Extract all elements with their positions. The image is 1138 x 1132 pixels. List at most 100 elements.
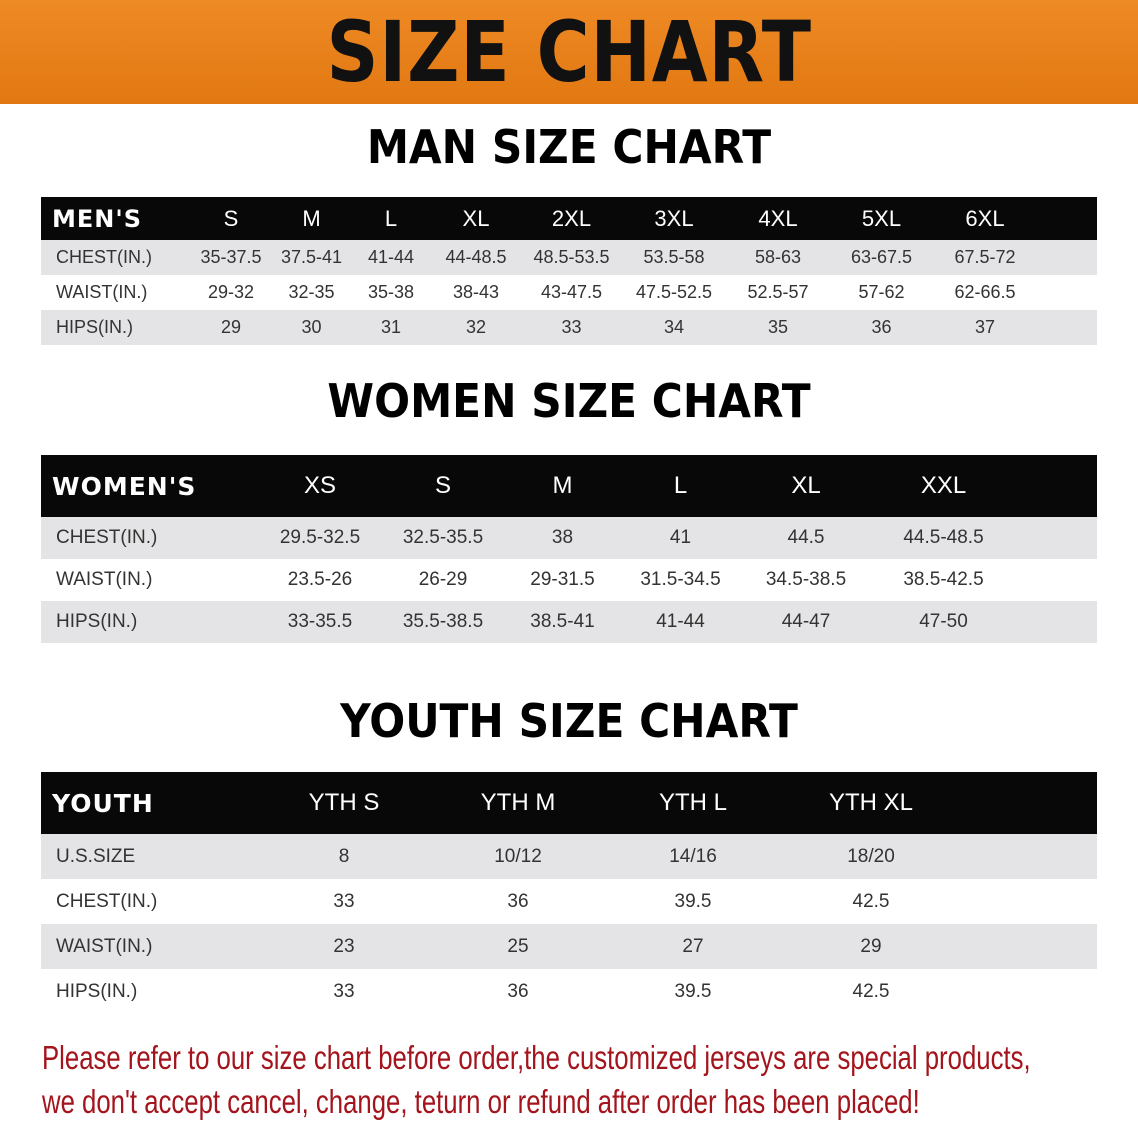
measurement-value: 39.5: [674, 980, 712, 1002]
measurement-label: CHEST(IN.): [56, 247, 152, 267]
measurement-value: 26-29: [418, 569, 468, 590]
size-header: 5XL: [861, 205, 902, 231]
size-header: S: [223, 205, 239, 231]
size-header: M: [552, 472, 573, 499]
measurement-value: 8: [338, 845, 350, 867]
measurement-value: 25: [507, 935, 529, 957]
measurement-value: 41-44: [656, 611, 705, 632]
measurement-value: 35-37.5: [200, 247, 262, 267]
measurement-value: 41: [669, 527, 692, 548]
table-row: HIPS(IN.) 33 36 39.5 42.5: [41, 969, 1097, 1014]
measurement-value: 32.5-35.5: [402, 527, 484, 548]
measurement-value: 48.5-53.5: [533, 247, 610, 267]
banner-title: SIZE CHART: [326, 3, 812, 101]
measurement-value: 44-47: [781, 611, 831, 632]
measurement-value: 37.5-41: [280, 247, 343, 267]
size-header: YTH M: [480, 789, 556, 816]
table-row: WAIST(IN.) 29-32 32-35 35-38 38-43 43-47.5 47.…: [41, 275, 1097, 310]
measurement-value: 31.5-34.5: [640, 569, 721, 590]
measurement-value: 33: [333, 980, 355, 1002]
measurement-value: 34: [663, 317, 685, 337]
measurement-label: HIPS(IN.): [56, 317, 134, 337]
measurement-value: 38.5-42.5: [903, 569, 984, 590]
youth-section-title: YOUTH SIZE CHART: [340, 694, 798, 748]
measurement-value: 39.5: [674, 890, 712, 912]
measurement-value: 33: [561, 317, 582, 337]
measurement-value: 58-63: [754, 247, 802, 267]
measurement-value: 47.5-52.5: [635, 282, 713, 302]
measurement-value: 18/20: [847, 845, 895, 867]
measurement-value: 32: [465, 317, 487, 337]
measurement-value: 38-43: [452, 282, 500, 302]
size-header: YTH XL: [828, 789, 914, 816]
header-label: MEN'S: [52, 204, 142, 233]
banner: SIZE CHART: [0, 0, 1138, 104]
measurement-value: 29-31.5: [530, 569, 595, 590]
size-header: L: [673, 472, 688, 499]
measurement-value: 42.5: [852, 980, 890, 1002]
measurement-value: 36: [507, 890, 529, 912]
table-row: CHEST(IN.) 29.5-32.5 32.5-35.5 38 41 44.5 44.5…: [41, 517, 1097, 559]
measurement-value: 10/12: [494, 845, 542, 867]
measurement-value: 34.5-38.5: [765, 569, 847, 590]
measurement-label: WAIST(IN.): [56, 935, 153, 957]
size-header: 3XL: [654, 205, 694, 231]
measurement-value: 23: [333, 935, 355, 957]
table-row: WAIST(IN.) 23 25 27 29: [41, 924, 1097, 969]
measurement-value: 29.5-32.5: [279, 527, 361, 548]
measurement-label: WAIST(IN.): [56, 569, 153, 590]
measurement-value: 23.5-26: [287, 569, 353, 590]
notice-line-2: we don't accept cancel, change, teturn o…: [42, 1083, 920, 1120]
measurement-label: HIPS(IN.): [56, 611, 138, 632]
table-row: HIPS(IN.) 33-35.5 35.5-38.5 38.5-41 41-44 44-…: [41, 601, 1097, 643]
table-row: CHEST(IN.) 33 36 39.5 42.5: [41, 879, 1097, 924]
men-section-title: MAN SIZE CHART: [366, 120, 772, 174]
measurement-value: 62-66.5: [954, 282, 1016, 302]
size-header: XXL: [920, 472, 967, 499]
measurement-label: U.S.SIZE: [56, 845, 136, 867]
measurement-value: 44.5-48.5: [903, 527, 984, 548]
table-row: U.S.SIZE 8 10/12 14/16 18/20: [41, 834, 1097, 879]
measurement-label: WAIST(IN.): [56, 282, 148, 302]
measurement-value: 33: [333, 890, 355, 912]
measurement-value: 32-35: [288, 282, 335, 302]
measurement-value: 29: [860, 935, 882, 957]
measurement-value: 41-44: [367, 247, 415, 267]
notice-line-1: Please refer to our size chart before or…: [42, 1039, 1031, 1076]
measurement-value: 47-50: [919, 611, 968, 632]
table-row: WAIST(IN.) 23.5-26 26-29 29-31.5 31.5-34.5 34…: [41, 559, 1097, 601]
measurement-label: CHEST(IN.): [56, 527, 158, 548]
measurement-value: 27: [682, 935, 704, 957]
size-header: XL: [462, 205, 490, 231]
measurement-value: 35: [767, 317, 789, 337]
size-header: YTH S: [308, 789, 380, 816]
size-header: XL: [791, 472, 821, 499]
measurement-value: 29-32: [207, 282, 255, 302]
measurement-value: 38.5-41: [530, 611, 595, 632]
table-row: CHEST(IN.) 35-37.5 37.5-41 41-44 44-48.5 48.5…: [41, 240, 1097, 275]
measurement-value: 35-38: [367, 282, 415, 302]
measurement-value: 14/16: [669, 845, 717, 867]
header-label: WOMEN'S: [52, 471, 197, 501]
measurement-value: 43-47.5: [540, 282, 603, 302]
men-size-table: MEN'S S M L XL 2XL 3XL 4XL 5XL 6XL CHEST(IN.) 35-37…: [41, 197, 1097, 345]
women-section-title: WOMEN SIZE CHART: [327, 374, 811, 428]
measurement-value: 42.5: [852, 890, 890, 912]
women-size-table: WOMEN'S XS S M L XL XXL CHEST(IN.) 29.5-32.5 32.5…: [41, 455, 1097, 643]
size-header: L: [384, 205, 398, 231]
table-header-row: WOMEN'S XS S M L XL XXL: [41, 455, 1097, 517]
size-header: 2XL: [551, 205, 592, 231]
measurement-value: 53.5-58: [643, 247, 705, 267]
measurement-label: HIPS(IN.): [56, 980, 138, 1002]
size-header: S: [434, 472, 451, 499]
measurement-value: 30: [301, 317, 322, 337]
table-header-row: MEN'S S M L XL 2XL 3XL 4XL 5XL 6XL: [41, 197, 1097, 240]
measurement-value: 33-35.5: [287, 611, 353, 632]
measurement-value: 44.5: [787, 527, 825, 548]
order-notice: Please refer to our size chart before or…: [42, 1036, 1031, 1124]
table-row: HIPS(IN.) 29 30 31 32 33 34 35 36 37: [41, 310, 1097, 345]
measurement-value: 35.5-38.5: [402, 611, 484, 632]
measurement-value: 36: [507, 980, 529, 1002]
measurement-value: 44-48.5: [445, 247, 507, 267]
size-header: 4XL: [758, 205, 798, 231]
